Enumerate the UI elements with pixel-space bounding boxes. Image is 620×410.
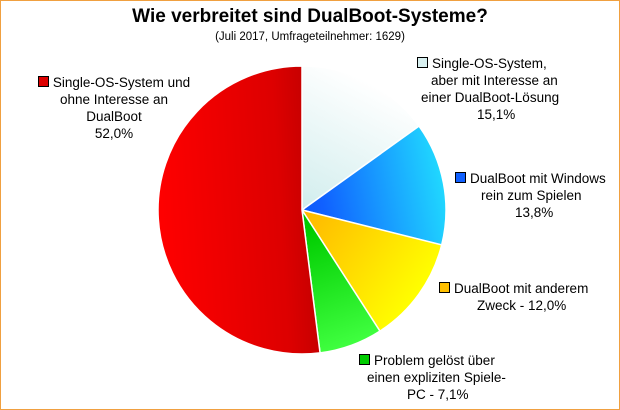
- slice-swatch: [417, 57, 428, 68]
- pie-slice: [300, 208, 443, 333]
- slice-label-single-os-no-interest: Single-OS-System und ohne Interesse an D…: [29, 74, 199, 142]
- label-line: einer DualBoot-Lösung: [421, 90, 560, 105]
- label-value: 52,0%: [94, 126, 134, 141]
- label-line: DualBoot mit Windows: [470, 171, 606, 186]
- label-line: Single-OS-System,: [432, 56, 547, 71]
- slice-swatch: [439, 282, 450, 293]
- slice-swatch: [359, 354, 370, 365]
- label-value: 13,8%: [515, 205, 554, 220]
- chart-title: Wie verbreitet sind DualBoot-Systeme?: [132, 6, 488, 27]
- label-value: 15,1%: [477, 107, 516, 122]
- pie-slice: [301, 65, 421, 212]
- label-line: rein zum Spielen: [481, 188, 582, 203]
- label-line: Zweck - 12,0%: [477, 298, 567, 313]
- label-line: ohne Interesse an: [59, 92, 169, 107]
- pie-slice: [300, 125, 447, 246]
- slice-swatch: [455, 172, 466, 183]
- slice-label-gaming-pc: Problem gelöst über einen expliziten Spi…: [359, 352, 506, 403]
- slice-swatch: [37, 76, 49, 87]
- slice-label-dualboot-gaming: DualBoot mit Windows rein zum Spielen 13…: [455, 170, 606, 221]
- label-line: DualBoot mit anderem: [454, 281, 589, 296]
- pie-slice: [157, 65, 321, 355]
- label-line: PC - 7,1%: [407, 387, 469, 402]
- chart-subtitle: (Juli 2017, Umfrageteilnehmer: 1629): [215, 31, 405, 43]
- label-line: DualBoot: [86, 109, 142, 124]
- label-line: einen expliziten Spiele-: [367, 370, 506, 385]
- label-line: aber mit Interesse an: [431, 73, 558, 88]
- label-line: Problem gelöst über: [374, 353, 495, 368]
- label-line: Single-OS-System und: [52, 75, 191, 90]
- slice-label-dualboot-other: DualBoot mit anderem Zweck - 12,0%: [439, 280, 588, 314]
- slice-label-single-os-interest: Single-OS-System, aber mit Interesse an …: [417, 55, 559, 123]
